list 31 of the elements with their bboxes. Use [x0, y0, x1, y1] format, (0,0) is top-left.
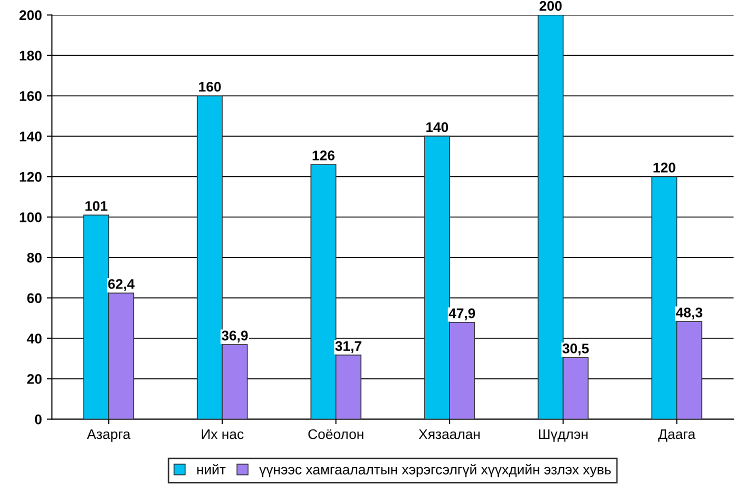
y-tick-label: 0	[34, 414, 42, 424]
data-label: 101	[85, 201, 108, 211]
y-tick-label: 180	[20, 50, 42, 61]
legend-label: үүнээс хамгаалалтын хэрэгсэлгүй хүүхдийн эзлэх хувь	[259, 464, 611, 478]
y-tick-label: 160	[20, 91, 42, 101]
y-tick-label: 120	[20, 172, 42, 182]
x-tick-label: Даага	[658, 429, 696, 442]
y-tick-label: 100	[20, 212, 42, 222]
y-tick-label: 20	[27, 374, 42, 384]
legend-label: нийт	[197, 464, 226, 474]
y-tick-label: 60	[27, 293, 42, 304]
x-tick-label: Азарга	[86, 429, 130, 442]
data-label: 30,5	[562, 344, 589, 356]
y-tick-label: 80	[27, 252, 42, 263]
x-tick-label: Шүдлэн	[538, 429, 588, 442]
data-label: 36,9	[222, 330, 248, 342]
x-tick-label: Соёолон	[308, 429, 364, 440]
data-label: 140	[426, 122, 448, 132]
data-label: 200	[540, 1, 562, 11]
x-tick-label: Хязаалан	[418, 429, 480, 440]
data-label: 62,4	[108, 279, 135, 291]
data-label: 47,9	[448, 308, 476, 320]
data-label: 31,7	[335, 341, 362, 353]
data-label: 120	[654, 162, 676, 173]
data-label: 126	[312, 150, 335, 160]
y-tick-label: 40	[26, 334, 42, 344]
y-tick-label: 140	[20, 132, 42, 142]
data-label: 48,3	[676, 308, 702, 320]
data-label: 160	[199, 82, 221, 92]
y-tick-label: 200	[19, 10, 42, 20]
x-tick-label: Их нас	[202, 429, 244, 440]
